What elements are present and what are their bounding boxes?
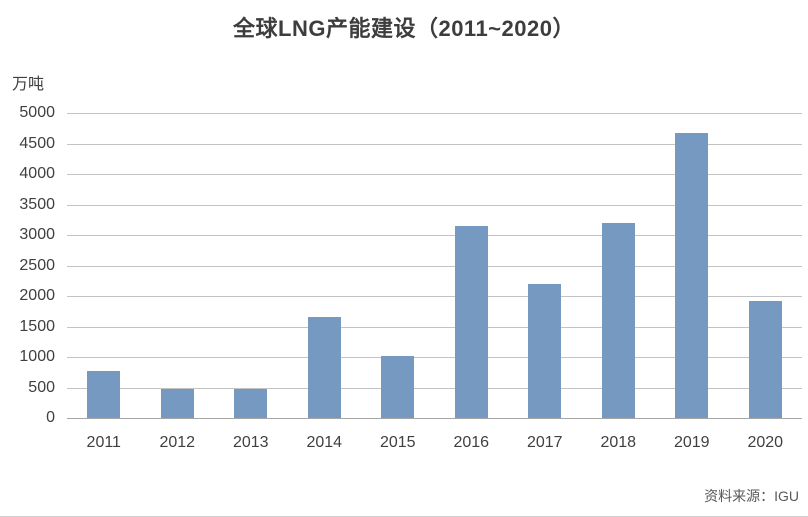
bar-2017 [528,283,562,418]
y-axis-tick-label: 4500 [19,134,55,152]
gridline [67,174,802,175]
bar-2018 [601,222,635,418]
gridline [67,113,802,114]
bar-2013 [234,389,268,418]
gridline [67,387,802,389]
y-axis-tick-label: 0 [46,409,55,426]
y-axis-tick-label: 5000 [19,104,55,121]
x-axis-line [67,418,802,419]
y-axis-tick-label: 4000 [19,165,55,182]
y-axis-tick-label: 2500 [19,256,55,274]
y-axis-tick-label: 1500 [19,317,55,335]
gridline [67,143,802,145]
x-axis-tick-label: 2015 [379,434,416,451]
y-axis-unit-label: 万吨 [12,76,45,93]
y-axis-tick-label: 500 [28,378,55,396]
bar-2014 [307,316,341,418]
y-axis-tick-label: 3500 [19,195,55,213]
gridline [67,235,802,236]
bar-2020 [748,300,782,418]
gridline [67,204,802,206]
gridline [67,357,802,358]
x-axis-tick-label: 2017 [526,434,563,451]
y-axis-tick-label: 3000 [19,226,55,243]
bar-2011 [87,370,121,418]
gridline [67,296,802,297]
x-axis-tick-label: 2012 [159,434,196,451]
bar-2015 [381,355,415,418]
plot-area [67,113,802,419]
y-axis-tick-label: 2000 [19,287,55,304]
bar-2019 [675,133,709,418]
bar-2016 [454,225,488,418]
gridline [67,265,802,267]
chart-title: 全球LNG产能建设（2011~2020） [233,16,575,41]
y-axis-tick-label: 1000 [19,348,55,365]
x-axis-tick-label: 2019 [673,434,710,451]
x-axis-tick-label: 2020 [747,434,784,451]
source-note: 资料来源：IGU [704,488,799,504]
bar-2012 [160,389,194,418]
x-axis-tick-label: 2018 [600,434,637,451]
x-axis-tick-label: 2014 [306,434,343,451]
x-axis-tick-label: 2011 [86,434,121,451]
x-axis-tick-label: 2013 [232,434,269,451]
x-axis-tick-label: 2016 [453,434,490,451]
gridline [67,326,802,328]
